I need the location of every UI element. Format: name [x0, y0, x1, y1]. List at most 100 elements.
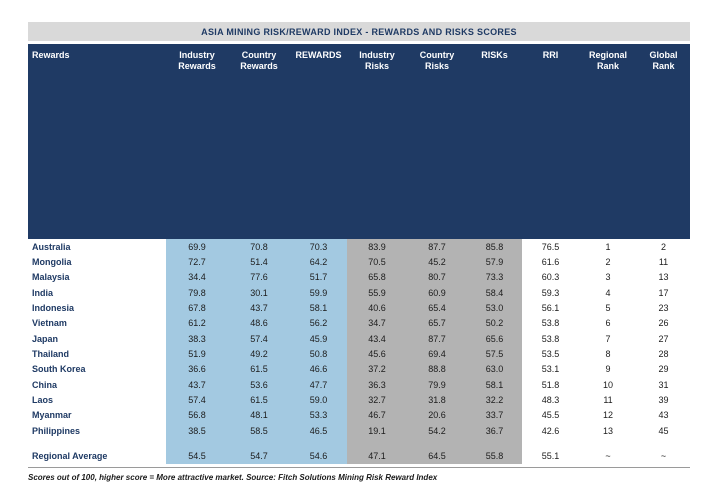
spacer-row — [28, 438, 690, 449]
row-label: Mongolia — [32, 256, 72, 267]
value-cell: 48.1 — [228, 407, 290, 424]
row-label: Philippines — [32, 425, 81, 436]
table-row: Laos 57.4 61.5 59.0 32.7 31.8 32.2 48.3 11 39 — [28, 392, 690, 408]
value-cell: 61.5 — [228, 361, 290, 378]
value-cell: 59.9 — [290, 285, 347, 301]
value-cell: 73.3 — [467, 269, 522, 286]
value-cell: 46.7 — [347, 407, 407, 424]
spacer-cell — [407, 438, 467, 449]
value-cell: 53.1 — [541, 364, 560, 375]
table-row: Vietnam 61.2 48.6 56.2 34.7 65.7 50.2 53.8 6 26 — [28, 315, 690, 332]
value-cell: 23 — [658, 302, 669, 313]
row-label: India — [32, 287, 54, 298]
spacer-cell — [228, 438, 290, 449]
value-cell: 3 — [605, 272, 611, 283]
value-cell: 47.1 — [347, 448, 407, 464]
table-body: Australia 69.9 70.8 70.3 83.9 87.7 85.8 76.5 1 2 M… — [28, 239, 690, 464]
value-cell: 69.4 — [407, 346, 467, 362]
value-cell: 40.6 — [347, 300, 407, 316]
value-cell: 57.4 — [166, 392, 228, 408]
spacer-cell — [290, 438, 347, 449]
spacer-cell — [347, 438, 407, 449]
value-cell: 83.9 — [347, 239, 407, 255]
value-cell: ~ — [605, 450, 611, 461]
value-cell: 28 — [658, 348, 669, 359]
value-cell: 61.5 — [228, 392, 290, 408]
value-cell: 64.5 — [407, 448, 467, 464]
value-cell: 7 — [605, 333, 611, 344]
spacer-cell — [467, 438, 522, 449]
value-cell: 2 — [660, 241, 666, 252]
value-cell: 46.6 — [290, 361, 347, 378]
value-cell: 30.1 — [228, 285, 290, 301]
value-cell: 33.7 — [467, 407, 522, 424]
row-label: Vietnam — [32, 318, 67, 329]
value-cell: 57.4 — [228, 331, 290, 347]
value-cell: 53.8 — [541, 333, 560, 344]
table-row: Thailand 51.9 49.2 50.8 45.6 69.4 57.5 53.5 8 28 — [28, 346, 690, 362]
value-cell: 27 — [658, 333, 669, 344]
value-cell: 57.9 — [467, 254, 522, 270]
value-cell: 56.1 — [541, 302, 560, 313]
value-cell: 53.8 — [541, 318, 560, 329]
value-cell: 34.4 — [166, 269, 228, 286]
value-cell: 65.8 — [347, 269, 407, 286]
value-cell: 12 — [602, 410, 613, 421]
column-header-regional-rank: Regional Rank — [588, 50, 627, 72]
column-header-country-risks: Country Risks — [419, 50, 455, 72]
row-label: Indonesia — [32, 302, 75, 313]
table-header: Rewards Industry Rewards Country Rewards… — [28, 44, 690, 239]
value-cell: 58.1 — [290, 300, 347, 316]
value-cell: 43 — [658, 410, 669, 421]
value-cell: 48.6 — [228, 315, 290, 332]
value-cell: 31 — [658, 379, 669, 390]
table-row: South Korea 36.6 61.5 46.6 37.2 88.8 63.0 53.1 9… — [28, 361, 690, 378]
row-label: China — [32, 379, 58, 390]
value-cell: 11 — [603, 394, 613, 405]
spacer-cell — [166, 438, 228, 449]
value-cell: 70.3 — [290, 239, 347, 255]
value-cell: 38.5 — [166, 423, 228, 439]
value-cell: 65.6 — [467, 331, 522, 347]
value-cell: 10 — [602, 379, 613, 390]
table-row: Malaysia 34.4 77.6 51.7 65.8 80.7 73.3 60.3 3 13 — [28, 269, 690, 286]
value-cell: 88.8 — [407, 361, 467, 378]
value-cell: 13 — [658, 272, 669, 283]
value-cell: 67.8 — [166, 300, 228, 316]
value-cell: 50.8 — [290, 346, 347, 362]
value-cell: 80.7 — [407, 269, 467, 286]
value-cell: 6 — [605, 318, 611, 329]
value-cell: 63.0 — [467, 361, 522, 378]
row-label: Laos — [32, 394, 54, 405]
value-cell: 76.5 — [541, 241, 560, 252]
table-row: Australia 69.9 70.8 70.3 83.9 87.7 85.8 76.5 1 2 — [28, 239, 690, 255]
column-header-rewards: Rewards — [32, 50, 70, 60]
value-cell: 50.2 — [467, 315, 522, 332]
value-cell: 34.7 — [347, 315, 407, 332]
value-cell: 51.8 — [541, 379, 560, 390]
value-cell: 56.8 — [166, 407, 228, 424]
value-cell: 45.6 — [347, 346, 407, 362]
value-cell: 77.6 — [228, 269, 290, 286]
value-cell: 43.7 — [228, 300, 290, 316]
value-cell: 36.6 — [166, 361, 228, 378]
source-footnote: Scores out of 100, higher score = More a… — [28, 466, 690, 482]
value-cell: 43.4 — [347, 331, 407, 347]
value-cell: 45.5 — [541, 410, 560, 421]
value-cell: 43.7 — [166, 377, 228, 393]
value-cell: 53.0 — [467, 300, 522, 316]
row-label: South Korea — [32, 364, 86, 375]
column-header-industry-rewards: Industry Rewards — [178, 50, 216, 72]
row-label: Myanmar — [32, 410, 72, 421]
value-cell: 58.1 — [467, 377, 522, 393]
value-cell: 60.9 — [407, 285, 467, 301]
column-header-risks-total: RISKs — [481, 50, 508, 60]
value-cell: 11 — [658, 256, 669, 267]
table-row: Japan 38.3 57.4 45.9 43.4 87.7 65.6 53.8 7 27 — [28, 331, 690, 347]
value-cell: 79.9 — [407, 377, 467, 393]
value-cell: 65.7 — [407, 315, 467, 332]
value-cell: 39 — [658, 394, 669, 405]
spacer-cell — [522, 438, 579, 448]
value-cell: 53.5 — [541, 348, 560, 359]
